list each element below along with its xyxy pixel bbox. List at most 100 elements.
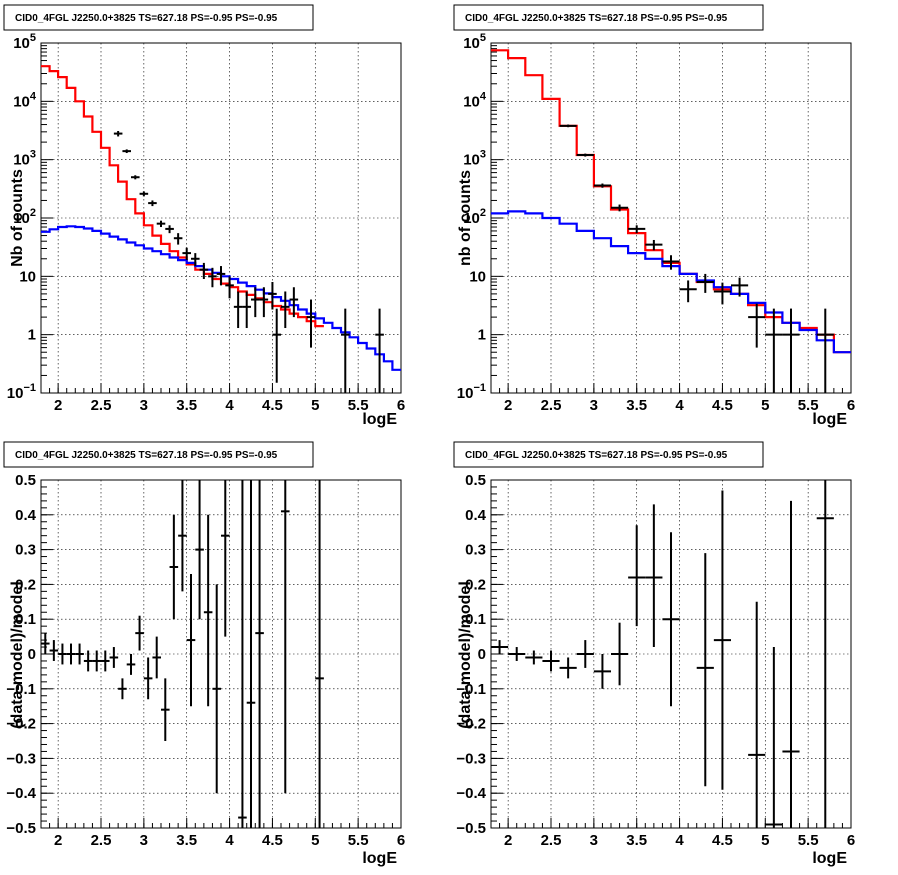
y-tick-label: −0.2 (456, 716, 486, 733)
y-tick-label: 0.4 (15, 507, 37, 524)
x-tick-label: 5.5 (798, 397, 819, 414)
y-tick-label: 1 (478, 327, 486, 344)
data-point (765, 647, 783, 828)
data-point (75, 643, 84, 665)
x-tick-label: 5 (311, 832, 319, 849)
data-point (696, 273, 714, 293)
x-tick-label: 2 (504, 397, 512, 414)
data-point (559, 657, 577, 679)
data-point (491, 640, 509, 654)
data-point (118, 678, 127, 700)
y-tick-label: 0.3 (15, 542, 36, 559)
data-point (221, 480, 230, 637)
data-point (713, 282, 731, 305)
x-axis-label: logE (362, 850, 397, 867)
data-point (148, 200, 157, 207)
data-point (126, 654, 136, 675)
y-axis-label: Nb of counts (9, 169, 26, 267)
data-point (113, 131, 123, 137)
data-point (816, 480, 834, 828)
y-tick-label: 105 (13, 32, 36, 52)
y-tick-label: 0.5 (15, 472, 36, 489)
x-tick-label: 6 (847, 832, 855, 849)
y-tick-label: −0.1 (456, 681, 486, 698)
x-tick-label: 3 (140, 832, 148, 849)
x-tick-label: 4 (225, 832, 234, 849)
data-point (272, 308, 281, 383)
data-point (645, 504, 663, 648)
data-point (576, 153, 594, 157)
chart-panel-1: 2 2.5 3 3.5 4 4.5 5 5.5 6 10−1 1 10 102 103 104 105 CID0… (3, 4, 405, 428)
x-tick-label: 5 (761, 397, 769, 414)
data-point (268, 281, 277, 310)
histogram-series-red (41, 65, 324, 328)
data-point (713, 490, 731, 790)
data-point (508, 647, 526, 661)
title-box (453, 4, 764, 31)
data-point (139, 191, 149, 197)
chart-title: CID0_4FGL J2250.0+3825 TS=627.18 PS=-0.9… (15, 13, 278, 24)
y-tick-label: 102 (13, 207, 36, 227)
data-point (156, 220, 166, 228)
data-point (109, 647, 119, 668)
x-tick-label: 2 (504, 832, 512, 849)
x-tick-label: 5.5 (348, 832, 369, 849)
x-tick-label: 5.5 (348, 397, 369, 414)
y-tick-label: 105 (463, 32, 486, 52)
data-point (186, 573, 196, 707)
y-tick-label: 0.2 (465, 576, 486, 593)
data-point (58, 643, 67, 665)
y-tick-label: −0.5 (6, 820, 36, 837)
y-tick-label: 0.3 (465, 542, 486, 559)
data-point (216, 266, 226, 286)
data-point (199, 262, 209, 280)
x-tick-label: 6 (847, 397, 855, 414)
data-point (593, 654, 611, 689)
data-point (195, 480, 204, 620)
y-tick-label: 103 (463, 149, 486, 169)
x-tick-label: 3.5 (626, 832, 647, 849)
data-point (559, 124, 577, 128)
y-tick-label: 0.4 (465, 507, 487, 524)
x-tick-label: 3.5 (176, 832, 197, 849)
x-tick-label: 2 (54, 832, 62, 849)
data-point (662, 532, 680, 707)
x-axis-label: logE (812, 411, 847, 428)
data-point (173, 233, 183, 245)
chart-title: CID0_4FGL J2250.0+3825 TS=627.18 PS=-0.9… (15, 450, 278, 461)
data-point (542, 650, 560, 672)
y-tick-label: 0 (478, 646, 486, 663)
y-axis-label: (data-model)/model (9, 581, 26, 729)
data-point (628, 525, 646, 627)
x-tick-label: 4.5 (712, 832, 733, 849)
data-point (165, 225, 174, 234)
x-tick-label: 2.5 (541, 832, 562, 849)
data-point (203, 514, 213, 707)
data-point (251, 287, 260, 318)
y-tick-label: 0.1 (465, 611, 486, 628)
data-point (225, 276, 234, 299)
data-point (341, 308, 350, 393)
data-point (696, 553, 714, 787)
plot-area (491, 49, 851, 393)
data-point (66, 643, 76, 665)
x-tick-label: 5.5 (798, 832, 819, 849)
chart-title: CID0_4FGL J2250.0+3825 TS=627.18 PS=-0.9… (465, 13, 728, 24)
data-point (748, 303, 766, 348)
data-point (611, 622, 629, 686)
y-tick-label: 103 (13, 149, 36, 169)
data-point (191, 253, 200, 267)
x-tick-label: 5 (311, 397, 319, 414)
data-point (255, 480, 264, 828)
y-tick-label: 0 (28, 646, 36, 663)
y-tick-label: −0.4 (456, 785, 486, 802)
y-tick-label: 10 (19, 268, 36, 285)
y-axis-label: (data-model)/model (457, 581, 474, 729)
data-point (679, 280, 697, 303)
data-point (178, 480, 187, 592)
data-point (306, 299, 316, 348)
x-tick-label: 5 (761, 832, 769, 849)
data-point (208, 267, 217, 288)
y-tick-label: 104 (463, 90, 487, 110)
